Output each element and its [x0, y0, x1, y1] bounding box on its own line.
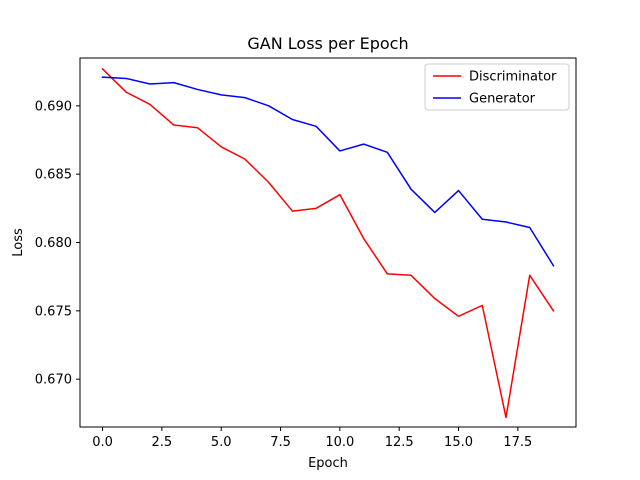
legend-label-generator: Generator	[469, 92, 536, 107]
y-tick-label: 0.680	[35, 236, 72, 251]
legend-label-discriminator: Discriminator	[469, 70, 557, 85]
y-tick-label: 0.675	[35, 304, 72, 319]
x-axis-ticks: 0.0 2.5 5.0 7.5 10.0 12.5 15.0 17.5	[92, 427, 532, 450]
plot-lines	[101, 67, 555, 419]
x-tick-label: 10.0	[325, 435, 354, 450]
x-tick-label: 5.0	[211, 435, 232, 450]
x-tick-label: 15.0	[444, 435, 473, 450]
x-tick-label: 2.5	[152, 435, 173, 450]
series-line-discriminator	[101, 67, 555, 419]
legend: Discriminator Generator	[424, 63, 570, 111]
y-tick-label: 0.670	[35, 373, 72, 388]
x-tick-label: 7.5	[270, 435, 291, 450]
x-tick-label: 17.5	[503, 435, 532, 450]
chart-title: GAN Loss per Epoch	[247, 34, 408, 53]
y-tick-label: 0.685	[35, 168, 72, 183]
y-axis-ticks: 0.670 0.675 0.680 0.685 0.690	[35, 99, 80, 388]
x-tick-label: 12.5	[385, 435, 414, 450]
y-axis-label: Loss	[11, 228, 26, 257]
x-axis-label: Epoch	[308, 456, 348, 471]
x-tick-label: 0.0	[92, 435, 113, 450]
y-tick-label: 0.690	[35, 99, 72, 114]
series-line-generator	[101, 76, 555, 267]
